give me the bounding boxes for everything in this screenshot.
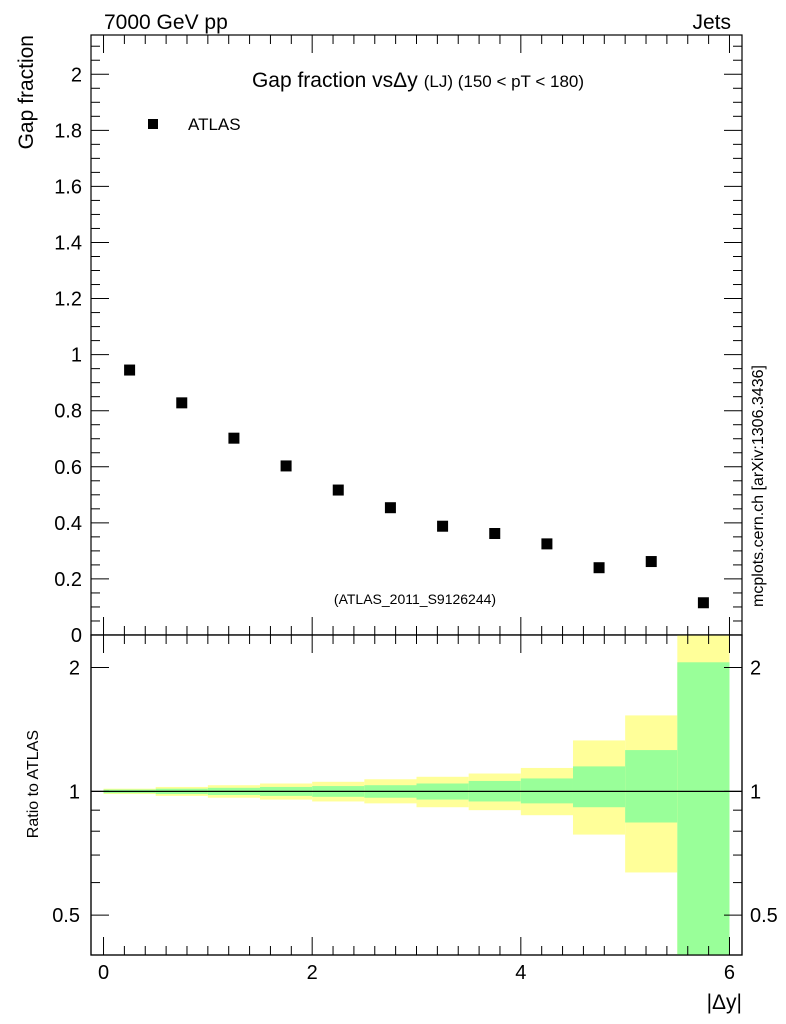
ratio-y-tick-label-right: 0.5: [750, 905, 778, 927]
ratio-y-tick-labels: 0.5 0.5 1 1 2 2: [52, 658, 778, 928]
ratio-y-tick-label-right: 1: [750, 781, 761, 803]
data-point-marker: [541, 538, 553, 550]
title-subscript: (LJ) (150 < pT < 180): [424, 72, 584, 91]
data-point-marker: [124, 364, 136, 376]
main-y-tick-label: 1.6: [54, 176, 82, 198]
data-point-marker: [437, 520, 449, 532]
x-tick-label: 6: [724, 962, 735, 984]
data-point-marker: [176, 397, 188, 409]
data-point-marker: [332, 484, 344, 496]
main-y-tick-labels: 0 0.2 0.4 0.6 0.8 1 1.2 1.4 1.6 1.8 2: [54, 64, 82, 647]
main-y-tick-label: 0.6: [54, 457, 82, 479]
x-tick-label: 0: [98, 962, 109, 984]
data-point-marker: [593, 562, 605, 574]
inner-uncertainty-band: [677, 662, 730, 955]
legend-label-atlas: ATLAS: [188, 115, 241, 134]
inner-uncertainty-band: [572, 766, 626, 808]
atlas-data-points: [124, 364, 709, 609]
ratio-y-tick-label-left: 0.5: [52, 905, 80, 927]
category-label: Jets: [692, 11, 731, 34]
main-panel: 0 0.2 0.4 0.6 0.8 1 1.2 1.4 1.6 1.8 2 Gap fraction…: [15, 34, 743, 647]
legend-marker-atlas: [148, 119, 158, 129]
analysis-id-watermark: (ATLAS_2011_S9126244): [334, 591, 496, 607]
ratio-y-tick-label-right: 2: [750, 658, 761, 680]
ratio-panel: 0.5 0.5 1 1 2 2 0 2 4 6 Ratio to ATLAS |Δy|: [25, 634, 778, 1014]
data-point-marker: [280, 460, 292, 472]
inner-uncertainty-band: [625, 750, 678, 823]
main-y-axis-label: Gap fraction: [15, 35, 38, 149]
chart-title: Gap fraction vsΔy (LJ) (150 < pT < 180): [252, 69, 584, 92]
data-point-marker: [697, 597, 709, 609]
main-y-tick-label: 0.8: [54, 401, 82, 423]
title-symbol: Δy: [393, 69, 418, 92]
data-point-marker: [489, 528, 501, 540]
ratio-y-axis-label: Ratio to ATLAS: [25, 730, 42, 838]
main-panel-frame: [90, 34, 743, 636]
main-axis-ticks: [91, 35, 742, 636]
main-y-tick-label: 1.8: [54, 120, 82, 142]
ratio-axis-ticks: [91, 635, 742, 956]
main-y-tick-label: 0.2: [54, 569, 82, 591]
ratio-panel-border: [90, 634, 743, 956]
data-point-marker: [645, 556, 657, 568]
x-axis-label: |Δy|: [707, 991, 742, 1014]
ratio-y-tick-label-left: 1: [69, 781, 80, 803]
beam-energy-label: 7000 GeV pp: [104, 11, 228, 34]
x-tick-label: 4: [515, 962, 526, 984]
main-y-tick-label: 1: [71, 345, 82, 367]
source-note: mcplots.cern.ch [arXiv:1306.3436]: [750, 365, 767, 607]
title-main: Gap fraction vs: [252, 69, 393, 92]
data-point-marker: [228, 432, 240, 444]
ratio-y-tick-label-left: 2: [69, 658, 80, 680]
main-y-tick-label: 1.2: [54, 289, 82, 311]
main-y-tick-label: 1.4: [54, 232, 82, 254]
x-tick-labels: 0 2 4 6: [98, 962, 735, 984]
main-y-tick-label: 0.4: [54, 513, 82, 535]
x-tick-label: 2: [307, 962, 318, 984]
main-y-tick-label: 0: [71, 625, 82, 647]
data-point-marker: [384, 502, 396, 514]
main-y-tick-label: 2: [71, 64, 82, 86]
